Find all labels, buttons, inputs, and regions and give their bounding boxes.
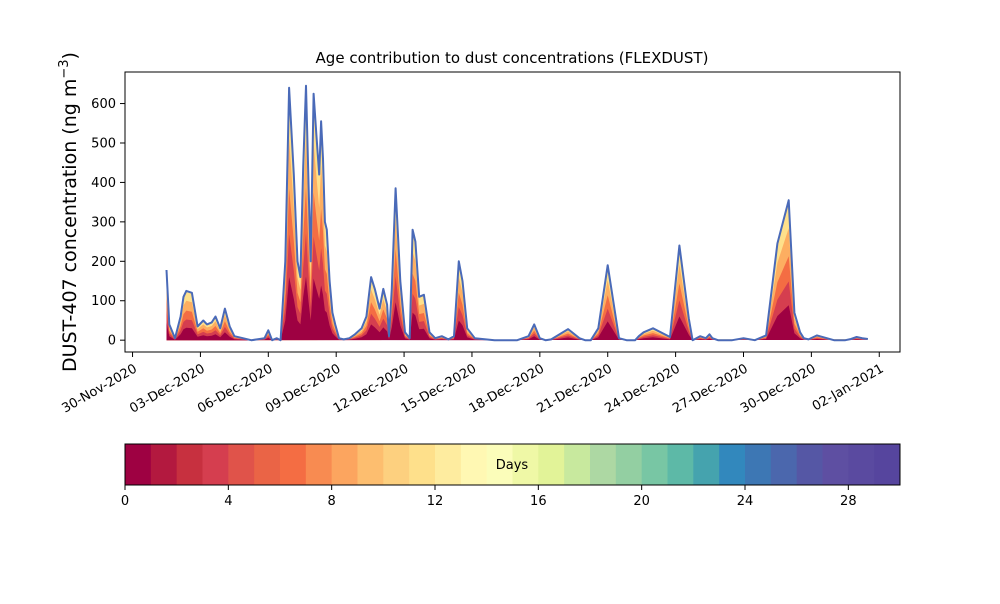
- colorbar-tick-label: 4: [224, 494, 232, 509]
- colorbar-bin: [822, 444, 849, 485]
- age-area-layer-4: [166, 233, 868, 341]
- colorbar-bin: [125, 444, 152, 485]
- colorbar-bin: [331, 444, 358, 485]
- colorbar-bin: [770, 444, 798, 485]
- x-tick-label: 03-Dec-2020: [127, 361, 207, 416]
- y-tick-label: 0: [108, 334, 116, 349]
- colorbar-tick-label: 24: [737, 494, 754, 509]
- age-area-layer-2: [166, 136, 868, 341]
- colorbar-bin: [435, 444, 462, 485]
- colorbar-bin: [512, 444, 539, 485]
- y-tick-label: 300: [91, 215, 116, 230]
- y-tick-label: 600: [91, 97, 116, 112]
- colorbar-tick-label: 0: [121, 494, 129, 509]
- colorbar-bin: [615, 444, 643, 485]
- x-tick-label: 06-Dec-2020: [195, 361, 275, 416]
- colorbar-bin: [641, 444, 668, 485]
- colorbar-bins: [125, 444, 901, 485]
- y-axis-label: DUST-407 concentration (ng m−3): [57, 52, 81, 372]
- colorbar-bin: [254, 444, 281, 485]
- x-tick-label: 24-Dec-2020: [602, 361, 682, 416]
- y-axis-label-superscript: −3: [57, 59, 72, 78]
- colorbar-bin: [848, 444, 875, 485]
- colorbar-bin: [564, 444, 591, 485]
- colorbar-bin: [486, 444, 513, 485]
- x-tick-label: 21-Dec-2020: [535, 361, 615, 416]
- colorbar-tick-label: 20: [633, 494, 650, 509]
- colorbar-bin: [280, 444, 307, 485]
- colorbar-bin: [460, 444, 488, 485]
- colorbar-bin: [796, 444, 823, 485]
- colorbar-bin: [590, 444, 617, 485]
- x-tick-label: 15-Dec-2020: [399, 361, 479, 416]
- colorbar-label: Days: [496, 458, 529, 473]
- colorbar-bin: [745, 444, 772, 485]
- x-tick-label: 09-Dec-2020: [263, 361, 343, 416]
- colorbar-bin: [383, 444, 410, 485]
- y-axis-label-main: DUST-407 concentration (ng m: [59, 79, 81, 372]
- y-tick-label: 500: [91, 136, 116, 151]
- total-concentration-line: [165, 84, 869, 342]
- y-axis: 0 100 200 300 400 500 600: [91, 97, 125, 349]
- colorbar-ticks: 0 4 8 12 16 20 24 28: [121, 485, 857, 509]
- colorbar-tick-label: 16: [530, 494, 547, 509]
- age-area-youngest-layer: [166, 276, 868, 341]
- colorbar-bin: [305, 444, 333, 485]
- y-tick-label: 400: [91, 176, 116, 191]
- y-axis-label-close: ): [59, 52, 81, 59]
- chart-title: Age contribution to dust concentrations …: [316, 49, 709, 67]
- colorbar-tick-label: 8: [328, 494, 336, 509]
- x-axis: 30-Nov-202003-Dec-202006-Dec-202009-Dec-…: [59, 352, 886, 417]
- colorbar-bin: [693, 444, 720, 485]
- x-tick-label: 02-Jan-2021: [810, 361, 887, 414]
- colorbar-tick-label: 12: [427, 494, 444, 509]
- x-tick-label: 27-Dec-2020: [670, 361, 750, 416]
- y-tick-label: 200: [91, 255, 116, 270]
- x-tick-label: 30-Dec-2020: [738, 361, 818, 416]
- colorbar-bin: [228, 444, 255, 485]
- colorbar-bin: [719, 444, 746, 485]
- colorbar-bin: [667, 444, 694, 485]
- colorbar-bin: [538, 444, 565, 485]
- colorbar-bin: [150, 444, 178, 485]
- x-tick-label: 18-Dec-2020: [467, 361, 547, 416]
- age-area-oldest-layer: [166, 85, 868, 341]
- colorbar-bin: [409, 444, 436, 485]
- colorbar-bin: [176, 444, 203, 485]
- plot-frame: [124, 71, 901, 353]
- colorbar-bin: [874, 444, 901, 485]
- colorbar-frame: [124, 443, 901, 486]
- age-contribution-plot: Age contribution to dust concentrations …: [57, 49, 901, 417]
- colorbar-bin: [357, 444, 384, 485]
- colorbar-tick-label: 28: [840, 494, 857, 509]
- age-area-layer-3: [166, 187, 868, 341]
- age-colorbar: Days 0 4 8 12 16 20 24 28: [121, 443, 901, 509]
- x-tick-label: 12-Dec-2020: [331, 361, 411, 416]
- y-tick-label: 100: [91, 294, 116, 309]
- colorbar-bin: [202, 444, 229, 485]
- age-stack-areas: [166, 85, 868, 341]
